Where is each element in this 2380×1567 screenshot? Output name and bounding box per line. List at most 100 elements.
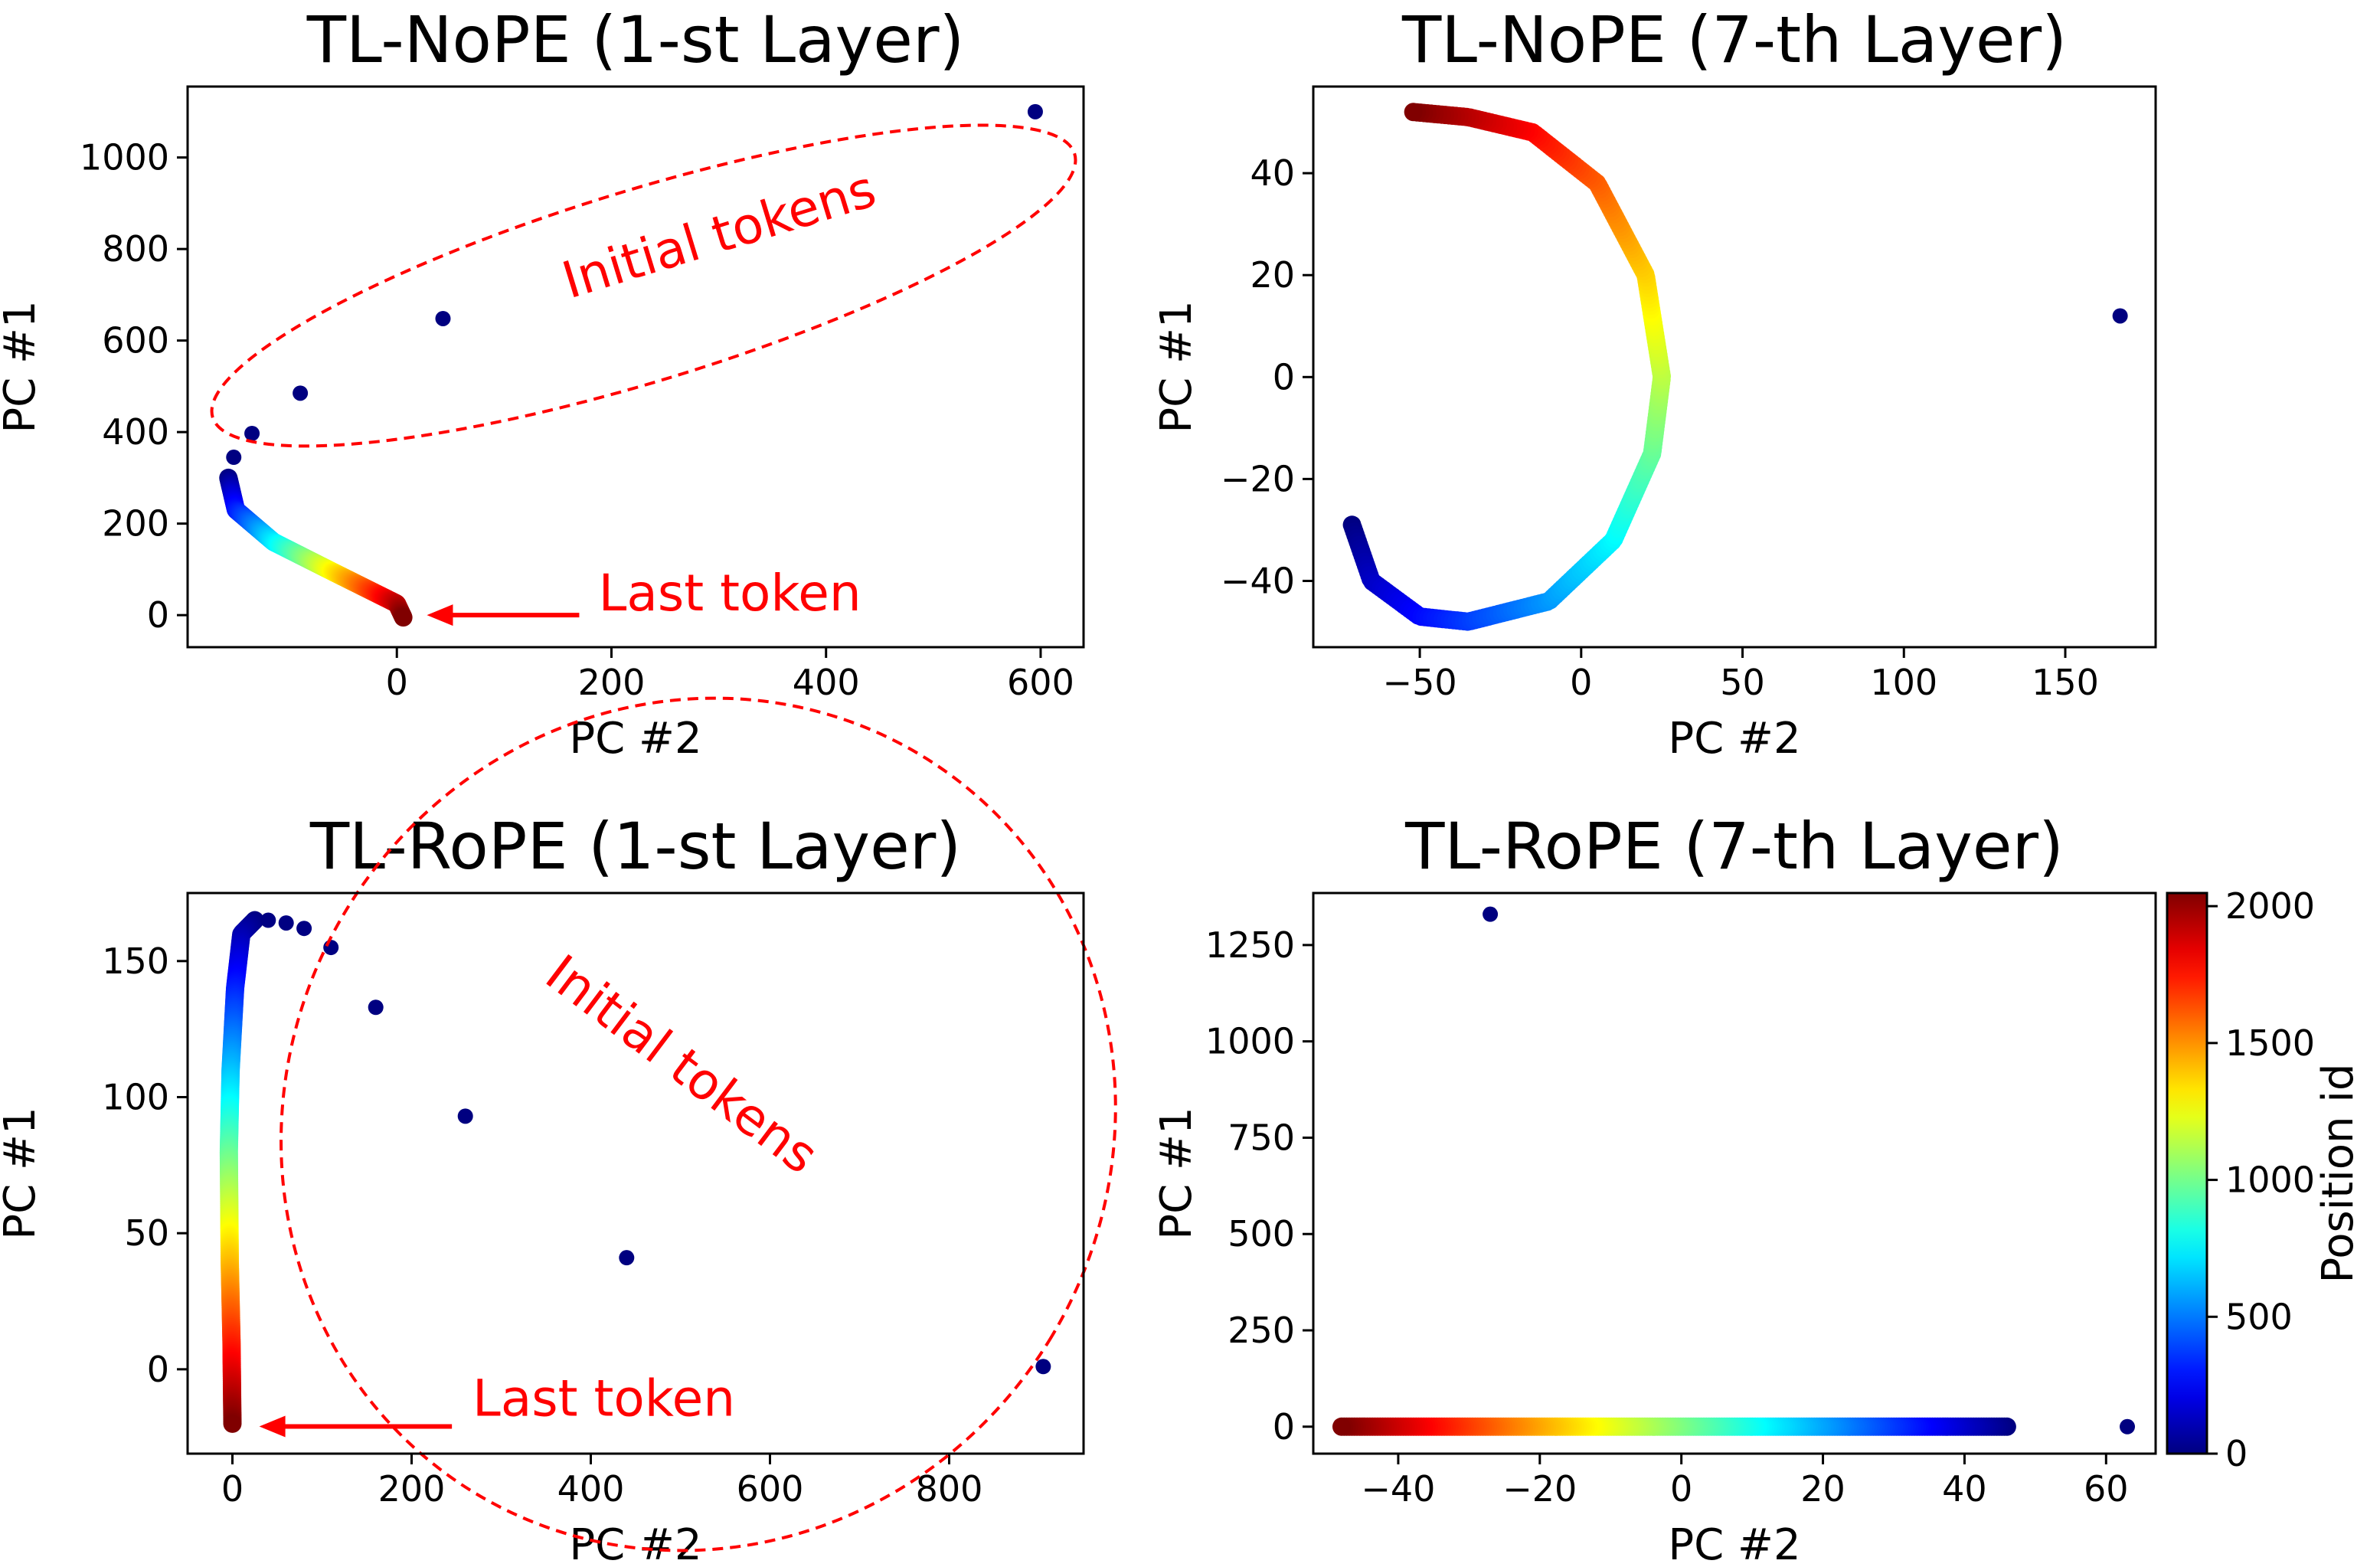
data-point-initial-token [368, 999, 384, 1016]
x-tick-label: 20 [1800, 1468, 1845, 1510]
x-tick-label: −20 [1502, 1468, 1577, 1510]
data-point-initial-token [293, 385, 309, 401]
x-axis-label: PC #2 [1668, 1520, 1800, 1567]
colorbar-tick-label: 1000 [2225, 1160, 2315, 1201]
y-tick-label: 200 [102, 503, 169, 545]
x-tick-label: 0 [1670, 1468, 1692, 1510]
y-axis-label: PC #1 [1152, 300, 1201, 433]
x-tick-label: −40 [1361, 1468, 1435, 1510]
initial-tokens-ellipse [210, 123, 1077, 448]
last-token-arrow-head [259, 1415, 286, 1438]
chart-title: TL-RoPE (1-st Layer) [309, 809, 961, 884]
x-tick-label: 0 [386, 662, 408, 703]
data-point-initial-token [2112, 308, 2128, 324]
panel-rope-layer7: −40 −20 0 20 40 60 0 250 500 750 1000 1250 TL-RoPE (… [1152, 809, 2363, 1567]
y-tick-label: 600 [102, 320, 169, 361]
y-tick-label: 250 [1228, 1310, 1295, 1351]
colorbar-tick-label: 1500 [2225, 1022, 2315, 1064]
data-point [223, 1414, 242, 1433]
axes-frame [1312, 85, 2157, 649]
last-token-arrow-head [427, 604, 453, 626]
x-tick-label: 600 [1007, 662, 1074, 703]
y-axis-label: PC #1 [0, 300, 45, 433]
axes-frame [186, 85, 1085, 649]
data-point-initial-token [619, 1250, 635, 1266]
y-tick-label: 500 [1228, 1213, 1295, 1255]
data-layer [219, 103, 1043, 627]
annotation-label: Initial tokens [535, 944, 829, 1186]
x-tick-label: 60 [2084, 1468, 2129, 1510]
data-point-initial-token [2120, 1418, 2136, 1435]
x-tick-label: 40 [1942, 1468, 1987, 1510]
x-tick-label: 0 [1570, 662, 1592, 703]
data-point-initial-token [244, 425, 260, 441]
data-point [1404, 103, 1423, 122]
y-tick-label: 1000 [1205, 1021, 1295, 1062]
axes-frame [186, 891, 1085, 1455]
chart-title: TL-RoPE (7-th Layer) [1404, 809, 2064, 884]
x-tick-label: −50 [1383, 662, 1457, 703]
y-tick-label: 400 [102, 411, 169, 453]
chart-title: TL-NoPE (7-th Layer) [1401, 2, 2067, 77]
colorbar-tick-label: 2000 [2225, 885, 2315, 927]
x-axis-label: PC #2 [569, 1520, 701, 1567]
x-tick-label: 100 [1870, 662, 1937, 703]
data-point-initial-token [1035, 1359, 1051, 1375]
data-point-initial-token [1027, 103, 1043, 119]
colorbar-tick-label: 500 [2225, 1296, 2293, 1337]
data-layer [1332, 906, 2136, 1436]
data-point-initial-token [457, 1108, 473, 1124]
x-tick-label: 400 [557, 1468, 625, 1510]
y-tick-label: 800 [102, 228, 169, 270]
y-tick-label: 1250 [1205, 924, 1295, 966]
annotation-label: Initial tokens [556, 159, 883, 310]
data-point-initial-token [1483, 906, 1499, 922]
initial-tokens-ellipse [280, 696, 1117, 1552]
panel-nope-layer7: −50 0 50 100 150 −40 −20 0 20 40 TL-NoPE (7-th Lay… [1152, 2, 2157, 764]
y-tick-label: 50 [124, 1212, 169, 1254]
data-layer [219, 911, 1051, 1433]
axes-frame [1312, 891, 2157, 1455]
y-tick-label: 0 [147, 1349, 169, 1390]
y-tick-label: −40 [1221, 560, 1295, 601]
y-axis-label: PC #1 [0, 1107, 45, 1239]
y-tick-label: 20 [1250, 254, 1295, 296]
x-tick-label: 200 [578, 662, 646, 703]
data-point [1332, 1417, 1351, 1436]
data-point-initial-token [260, 912, 276, 928]
colorbar-label: Position id [2313, 1064, 2363, 1284]
data-point [394, 608, 413, 627]
data-point-initial-token [226, 450, 242, 466]
y-tick-label: 0 [1273, 356, 1295, 397]
data-point-initial-token [296, 921, 312, 937]
x-axis-label: PC #2 [1668, 714, 1800, 764]
x-tick-label: 50 [1720, 662, 1765, 703]
x-axis-label: PC #2 [569, 714, 701, 764]
colorbar-tick-label: 0 [2225, 1433, 2248, 1474]
y-tick-label: 1000 [80, 137, 169, 178]
data-point-initial-token [435, 310, 451, 326]
data-point-initial-token [323, 940, 339, 956]
annotation-label: Last token [599, 564, 861, 623]
x-tick-label: 600 [737, 1468, 804, 1510]
y-tick-label: 150 [102, 941, 169, 982]
data-point-initial-token [278, 915, 294, 931]
x-tick-label: 800 [916, 1468, 983, 1510]
y-tick-label: −20 [1221, 458, 1295, 499]
x-tick-label: 400 [793, 662, 860, 703]
y-tick-label: 40 [1250, 152, 1295, 194]
y-tick-label: 0 [1273, 1406, 1295, 1448]
annotation-label: Last token [472, 1369, 735, 1428]
y-axis-label: PC #1 [1152, 1107, 1201, 1239]
x-tick-label: 150 [2032, 662, 2099, 703]
colorbar [2166, 891, 2208, 1455]
data-layer [1342, 103, 2128, 631]
y-tick-label: 750 [1228, 1117, 1295, 1158]
x-tick-label: 200 [378, 1468, 446, 1510]
panel-nope-layer1: 0 200 400 600 0 200 400 600 800 1000 TL-NoPE (1-st… [0, 2, 1085, 764]
chart-title: TL-NoPE (1-st Layer) [306, 2, 965, 77]
x-tick-label: 0 [221, 1468, 244, 1510]
y-tick-label: 100 [102, 1077, 169, 1118]
y-tick-label: 0 [147, 594, 169, 636]
